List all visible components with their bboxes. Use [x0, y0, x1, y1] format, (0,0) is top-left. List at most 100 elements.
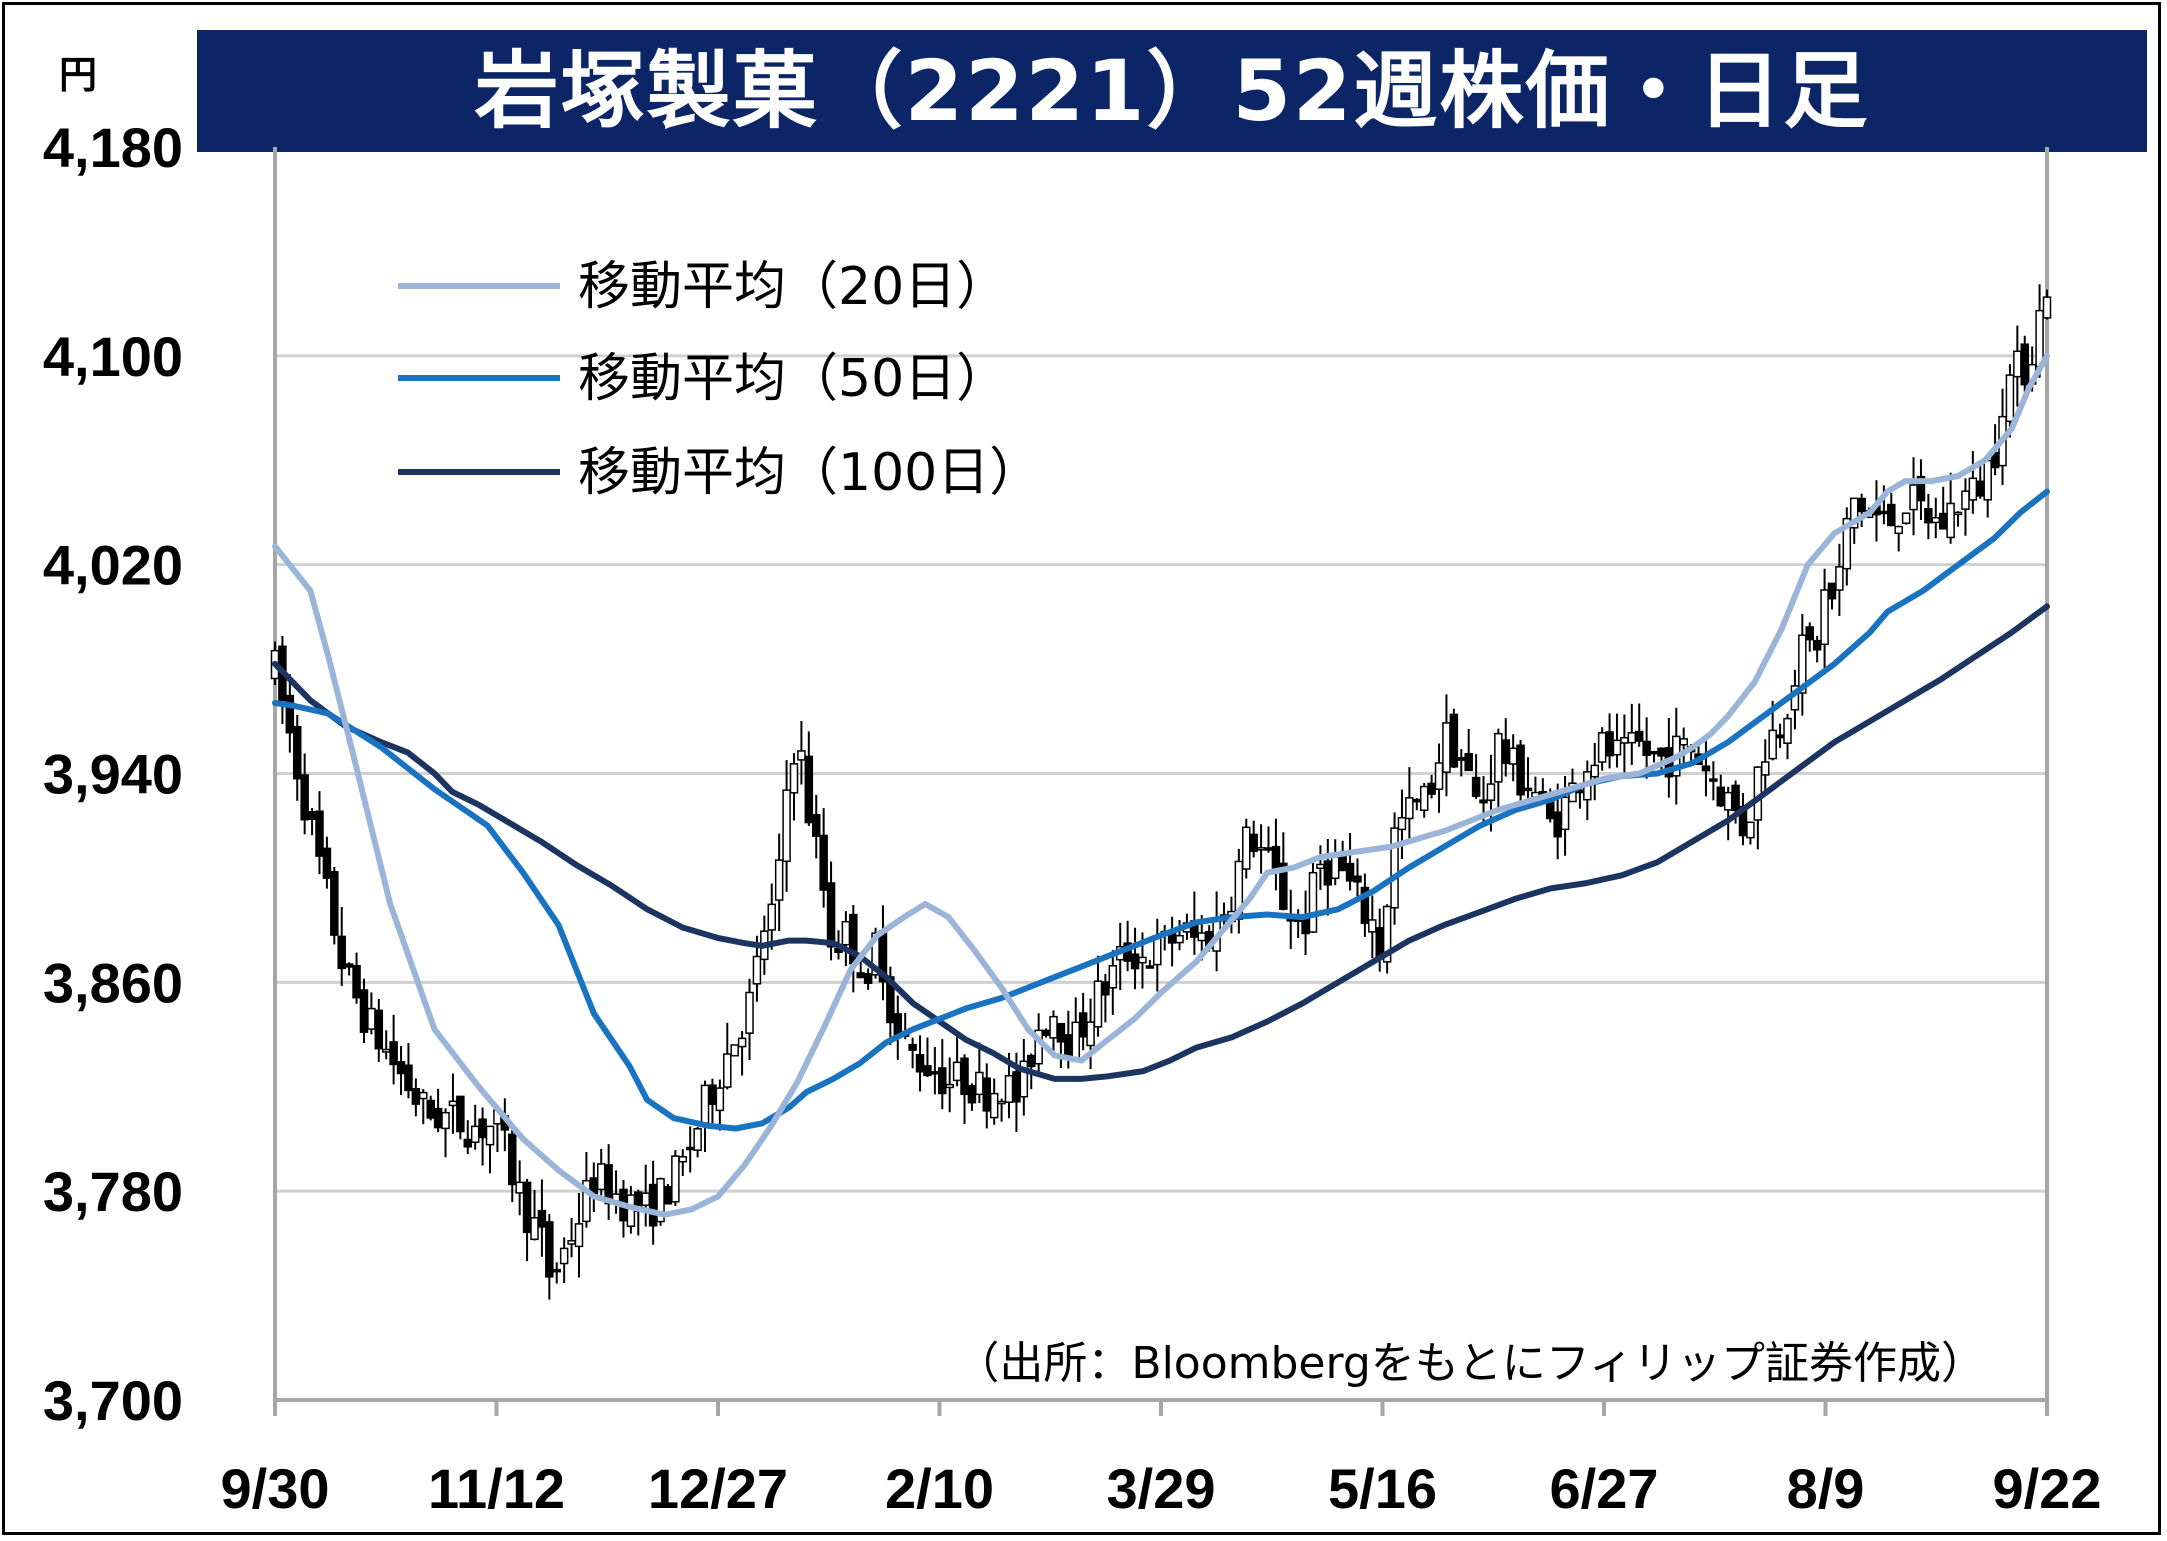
candle-body	[1931, 517, 1941, 524]
candle-body	[537, 1209, 547, 1228]
candle-body	[530, 1217, 539, 1241]
candle-body	[1494, 732, 1503, 783]
candle-body	[1679, 738, 1688, 746]
candle-body	[797, 750, 806, 761]
candle-body	[1457, 757, 1466, 761]
x-tick-label: 12/27	[648, 1457, 788, 1520]
candle-body	[292, 726, 302, 780]
candle-body	[1768, 729, 1777, 760]
candle-body	[1501, 739, 1511, 765]
candle-body	[1101, 981, 1110, 996]
candle-body	[508, 1133, 517, 1186]
grid-lines	[275, 354, 2047, 1193]
candle-body	[337, 935, 346, 970]
candle-body	[515, 1181, 524, 1194]
candle-body	[975, 1071, 984, 1096]
candle-body	[1798, 634, 1807, 694]
candle-body	[685, 1146, 695, 1151]
legend-label: 移動平均（100日）	[578, 443, 1041, 503]
candle-body	[952, 1061, 962, 1082]
candle-body	[545, 1221, 554, 1278]
candle-body	[463, 1138, 473, 1148]
candle-body	[2020, 343, 2030, 386]
candle-body	[1442, 722, 1451, 773]
candle-body	[1012, 1071, 1021, 1103]
candle-body	[1175, 934, 1184, 944]
candle-body	[1279, 862, 1288, 910]
candle-body	[374, 1009, 384, 1050]
candle-body	[1368, 919, 1377, 933]
candle-body	[1716, 786, 1726, 807]
candle-body	[359, 989, 369, 1033]
candle-body	[1827, 582, 1837, 600]
candle-body	[671, 1155, 680, 1203]
candle-body	[1308, 871, 1318, 933]
candle-body	[1345, 862, 1355, 882]
candle-body	[1316, 863, 1325, 869]
candle-body	[522, 1181, 532, 1234]
candle-body	[574, 1223, 584, 1248]
candle-body	[745, 991, 754, 1034]
candle-body	[804, 755, 814, 824]
y-unit-label: 円	[59, 55, 97, 97]
candle-body	[1701, 765, 1711, 772]
candle-body	[330, 871, 339, 936]
candle-body	[300, 774, 309, 821]
candle-body	[1849, 497, 1859, 529]
candle-body	[1108, 964, 1118, 989]
candle-body	[945, 1083, 954, 1089]
candle-body	[2013, 350, 2022, 378]
x-tick-label: 9/30	[221, 1457, 330, 1520]
candle-body	[1405, 797, 1414, 820]
candle-body	[1761, 761, 1770, 776]
y-tick-label: 3,780	[43, 1160, 183, 1223]
candle-body	[1961, 490, 1970, 510]
candle-body	[1909, 484, 1918, 511]
candle-body	[737, 1037, 747, 1048]
candlesticks	[270, 284, 2052, 1300]
candle-body	[596, 1163, 606, 1191]
candle-body	[1427, 782, 1436, 795]
candle-body	[1390, 827, 1399, 909]
candle-body	[344, 963, 354, 968]
candle-body	[1145, 965, 1155, 969]
candle-body	[1353, 875, 1362, 883]
candle-body	[1642, 740, 1651, 756]
candle-body	[1812, 639, 1822, 651]
candle-body	[419, 1091, 428, 1100]
candle-body	[567, 1239, 576, 1245]
candle-body	[559, 1247, 569, 1265]
candle-body	[1590, 764, 1599, 778]
candle-body	[1627, 732, 1637, 744]
candle-body	[1130, 953, 1140, 970]
candle-body	[1783, 717, 1792, 744]
candle-body	[1330, 856, 1340, 880]
y-tick-label: 4,100	[43, 325, 183, 388]
candle-body	[1508, 747, 1518, 765]
candle-body	[1731, 784, 1740, 812]
candle-body	[930, 1071, 940, 1075]
candle-body	[1709, 778, 1718, 782]
candle-body	[1397, 816, 1407, 831]
chart-title: 岩塚製菓（2221）52週株価・日足	[197, 30, 2147, 152]
candle-body	[1093, 980, 1103, 1028]
candle-body	[1523, 787, 1533, 792]
candle-body	[433, 1107, 443, 1129]
candle-body	[1597, 732, 1607, 763]
candle-body	[1879, 510, 1889, 515]
x-tick-label: 6/27	[1550, 1457, 1659, 1520]
candle-body	[989, 1092, 999, 1119]
candle-body	[404, 1064, 413, 1092]
x-tick-label: 5/16	[1328, 1457, 1437, 1520]
candle-body	[782, 789, 791, 863]
y-tick-label: 4,180	[43, 116, 183, 179]
candle-body	[752, 955, 762, 985]
candle-body	[1835, 566, 1844, 591]
candle-body	[322, 847, 332, 879]
candle-body	[915, 1054, 925, 1073]
y-tick-label: 3,700	[43, 1369, 183, 1432]
candle-body	[307, 811, 317, 820]
moving-average-line	[272, 603, 2050, 1082]
candle-body	[1056, 1022, 1066, 1043]
